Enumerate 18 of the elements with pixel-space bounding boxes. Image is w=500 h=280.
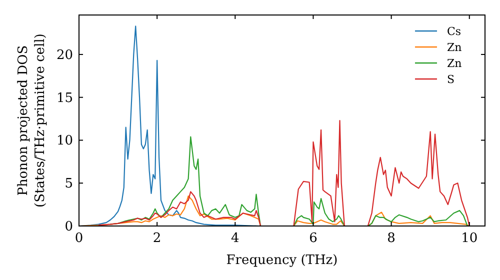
x-tick-label: 8 [387,231,396,246]
y-tick-label: 15 [56,90,73,106]
legend-label: Cs [447,25,462,38]
y-tick-label: 10 [56,134,73,149]
legend-label: S [447,73,455,86]
x-tick-label: 4 [231,231,240,246]
x-tick-label: 2 [152,231,162,246]
x-tick-label: 0 [74,231,84,246]
y-tick-label: 20 [56,48,73,63]
line-series [98,120,470,226]
y-tick-label: 0 [64,220,73,234]
x-tick-label: 6 [309,231,318,246]
y-axis-title: Phonon projected DOS (States/THz·primitive cell) [16,33,48,208]
x-tick-label: 10 [461,231,478,246]
y-tick-label: 5 [64,176,73,192]
legend-label: Zn [447,57,462,70]
legend-label: Zn [447,41,462,54]
x-axis-title: Frequency (THz) [226,253,338,268]
